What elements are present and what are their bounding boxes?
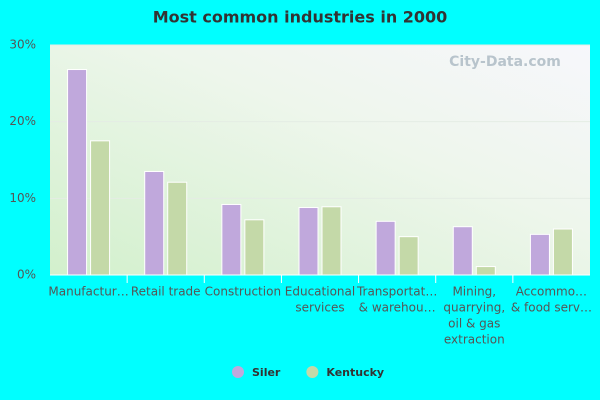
x-tick-label: & food serv… (511, 301, 592, 315)
bar (221, 203, 242, 276)
x-tick-label: extraction (444, 333, 505, 347)
y-tick-label: 30% (9, 38, 36, 52)
bar (552, 228, 573, 276)
x-tick-label: oil & gas (448, 317, 500, 331)
x-tick-label: quarrying, (443, 301, 505, 315)
x-tick-label: services (295, 301, 344, 315)
legend-label: Siler (252, 366, 281, 379)
plot-area (50, 45, 590, 275)
bar (298, 207, 319, 276)
bar (375, 220, 396, 276)
x-tick-label: Transportat… (356, 285, 437, 299)
y-tick-label: 0% (17, 268, 36, 282)
x-tick-label: & warehou… (359, 301, 436, 315)
bar (452, 226, 473, 276)
y-tick-label: 20% (9, 114, 36, 128)
x-tick-label: Educational (285, 285, 355, 299)
bar (167, 181, 188, 276)
x-tick-label: Construction (205, 285, 281, 299)
bar (90, 140, 111, 276)
x-tick-label: Manufactur… (48, 285, 128, 299)
bar (529, 233, 550, 276)
watermark: City-Data.com (449, 54, 561, 70)
chart-title: Most common industries in 2000 (153, 8, 448, 27)
bar (144, 171, 165, 276)
bar (321, 206, 342, 276)
x-tick-label: Accommo… (516, 285, 587, 299)
legend-label: Kentucky (326, 366, 384, 379)
x-tick-label: Retail trade (131, 285, 201, 299)
legend-swatch (306, 366, 319, 378)
bar (398, 236, 419, 276)
bar (244, 219, 265, 276)
legend-swatch (232, 366, 244, 378)
x-tick-label: Mining, (452, 285, 496, 299)
bar (475, 266, 496, 276)
y-tick-label: 10% (9, 191, 36, 205)
bar (67, 69, 88, 276)
